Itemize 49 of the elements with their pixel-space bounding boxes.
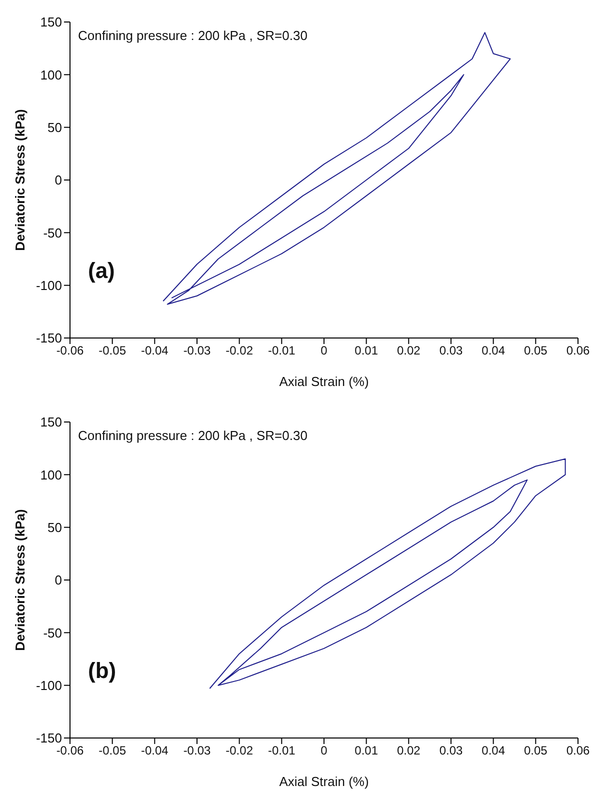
annotation: (a) xyxy=(88,258,115,284)
x-axis-title: Axial Strain (%) xyxy=(279,374,369,389)
y-tick-label: -50 xyxy=(43,625,62,640)
x-tick-label: 0.06 xyxy=(566,744,590,758)
x-tick-label: -0.02 xyxy=(226,744,254,758)
x-tick-label: 0.03 xyxy=(439,744,463,758)
y-tick-label: 100 xyxy=(40,467,62,482)
y-tick-label: 0 xyxy=(54,172,62,188)
x-tick-label: 0.05 xyxy=(524,744,548,758)
x-tick-label: -0.06 xyxy=(56,344,84,358)
y-tick-label: 150 xyxy=(40,414,62,430)
x-tick-label: -0.06 xyxy=(56,744,84,758)
x-tick-label: -0.03 xyxy=(183,344,211,358)
x-tick-label: -0.05 xyxy=(98,744,126,758)
x-tick-label: 0 xyxy=(320,744,328,758)
annotation: (b) xyxy=(88,658,116,684)
x-tick-label: -0.03 xyxy=(183,744,211,758)
y-tick-label: -100 xyxy=(36,678,62,693)
y-tick-label: -150 xyxy=(36,730,62,746)
y-tick-label: 0 xyxy=(54,572,62,588)
x-tick-label: 0.02 xyxy=(396,744,421,758)
x-tick-label: -0.02 xyxy=(226,344,254,358)
annotation: Confining pressure : 200 kPa , SR=0.30 xyxy=(78,428,308,443)
y-tick-label: -150 xyxy=(36,330,62,346)
y-axis-title: Deviatoric Stress (kPa) xyxy=(12,509,28,651)
x-tick-label: -0.05 xyxy=(98,344,126,358)
x-tick-label: -0.01 xyxy=(268,744,296,758)
x-tick-label: 0.02 xyxy=(396,344,421,358)
x-tick-label: 0.04 xyxy=(482,744,506,758)
x-tick-label: -0.01 xyxy=(268,344,296,358)
line-series xyxy=(209,458,566,689)
x-tick-label: 0.04 xyxy=(482,344,506,358)
y-tick-label: 50 xyxy=(48,520,62,535)
y-axis-title: Deviatoric Stress (kPa) xyxy=(12,109,28,251)
annotation: Confining pressure : 200 kPa , SR=0.30 xyxy=(78,28,308,43)
x-tick-label: 0.06 xyxy=(566,344,590,358)
x-tick-label: 0.05 xyxy=(524,344,548,358)
y-tick-label: 50 xyxy=(48,120,62,135)
x-tick-label: -0.04 xyxy=(140,344,169,358)
x-tick-label: 0 xyxy=(320,344,328,358)
x-tick-label: 0.01 xyxy=(354,744,378,758)
y-tick-label: -50 xyxy=(43,225,62,240)
y-tick-label: -100 xyxy=(36,278,62,293)
x-axis-title: Axial Strain (%) xyxy=(279,774,369,789)
y-tick-label: 100 xyxy=(40,67,62,82)
y-tick-label: 150 xyxy=(40,14,62,30)
x-tick-label: -0.04 xyxy=(140,744,169,758)
x-tick-label: 0.03 xyxy=(439,344,463,358)
x-tick-label: 0.01 xyxy=(354,344,378,358)
